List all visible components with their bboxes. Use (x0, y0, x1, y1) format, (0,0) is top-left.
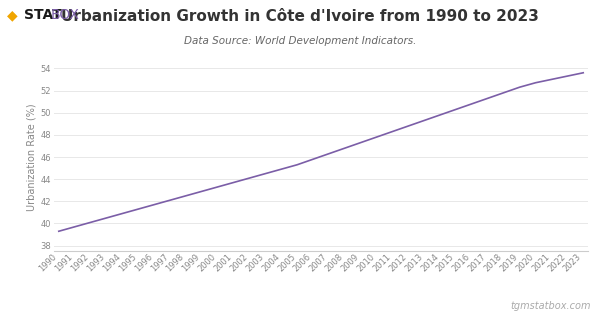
Text: BOX: BOX (50, 8, 79, 22)
Text: Urbanization Growth in Côte d'Ivoire from 1990 to 2023: Urbanization Growth in Côte d'Ivoire fro… (61, 9, 539, 24)
Y-axis label: Urbanization Rate (%): Urbanization Rate (%) (26, 103, 37, 211)
Text: STAT: STAT (24, 8, 62, 22)
Text: tgmstatbox.com: tgmstatbox.com (511, 301, 591, 311)
Text: Data Source: World Development Indicators.: Data Source: World Development Indicator… (184, 36, 416, 46)
Text: ◆: ◆ (7, 8, 18, 22)
